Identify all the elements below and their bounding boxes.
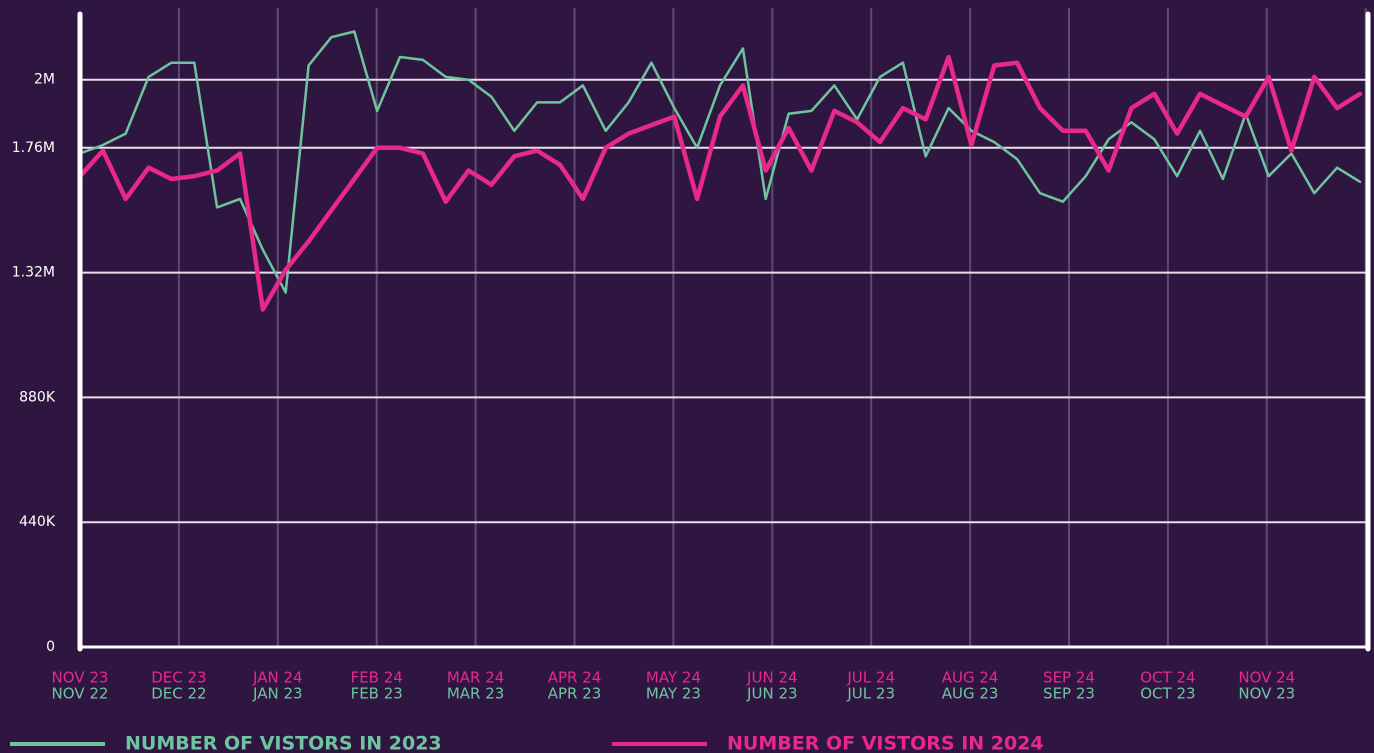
y-tick-label: 440K (19, 514, 56, 530)
x-tick-label: SEP 24 (1043, 669, 1095, 687)
x-tick-label: JUL 23 (846, 685, 895, 703)
x-tick-label: DEC 22 (151, 685, 206, 703)
x-tick-label: JUN 23 (746, 685, 797, 703)
series-line (77, 54, 1363, 312)
legend-label: NUMBER OF VISTORS IN 2023 (125, 733, 442, 753)
x-tick-label: OCT 23 (1140, 685, 1195, 703)
y-tick-label: 0 (46, 639, 55, 655)
x-tick-label: FEB 24 (351, 669, 403, 687)
y-tick-label: 1.76M (12, 140, 55, 156)
x-tick-label: NOV 23 (1238, 685, 1295, 703)
x-tick-label: MAR 23 (447, 685, 504, 703)
x-tick-label: JAN 24 (252, 669, 303, 687)
x-tick-label: JUN 24 (746, 669, 797, 687)
y-tick-label: 880K (19, 389, 56, 405)
x-tick-label: MAY 23 (646, 685, 701, 703)
series-line (78, 30, 1362, 294)
x-tick-label: MAY 24 (646, 669, 701, 687)
x-tick-label: NOV 24 (1238, 669, 1295, 687)
x-tick-label: SEP 23 (1043, 685, 1095, 703)
x-tick-label: MAR 24 (447, 669, 504, 687)
legend-label: NUMBER OF VISTORS IN 2024 (727, 733, 1044, 753)
x-tick-label: JAN 23 (252, 685, 303, 703)
x-tick-label: DEC 23 (151, 669, 206, 687)
x-tick-label: JUL 24 (846, 669, 895, 687)
y-tick-label: 1.32M (12, 265, 55, 281)
x-tick-label: APR 23 (548, 685, 602, 703)
x-tick-label: NOV 23 (52, 669, 109, 687)
x-tick-label: OCT 24 (1140, 669, 1195, 687)
x-tick-label: AUG 24 (942, 669, 999, 687)
y-tick-label: 2M (34, 72, 55, 88)
x-tick-label: NOV 22 (52, 685, 109, 703)
x-tick-label: FEB 23 (351, 685, 403, 703)
x-tick-label: AUG 23 (942, 685, 999, 703)
x-tick-label: APR 24 (548, 669, 602, 687)
